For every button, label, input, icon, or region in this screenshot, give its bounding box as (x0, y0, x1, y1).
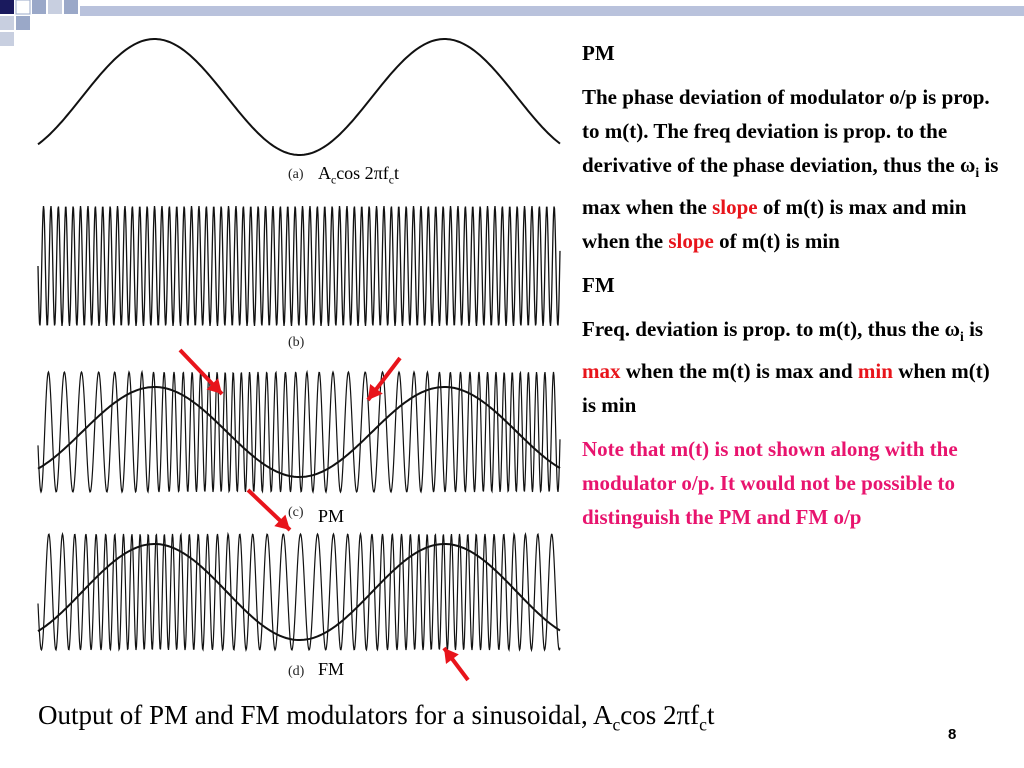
caption-sub-2: c (699, 714, 707, 735)
caption-text: Output of PM and FM modulators for a sin… (38, 700, 613, 730)
pm-text-4: of m(t) is min (713, 229, 840, 254)
corner-decoration-graphic (0, 0, 1024, 46)
caption-pi: π (676, 700, 691, 730)
omega-subscript: i (975, 165, 980, 181)
caption-f: f (690, 700, 700, 730)
pm-message-trace (37, 386, 561, 478)
pm-text-1: The phase deviation of modulator o/p is … (582, 85, 990, 177)
expr-mid: cos 2 (336, 163, 374, 183)
arrow-2-head (368, 384, 383, 400)
fm-text-1: Freq. deviation is prop. to m(t), thus t… (582, 317, 945, 342)
arrow-1-head (206, 378, 222, 394)
expr-a: A (318, 163, 331, 183)
panel-a-tag: (a) (288, 167, 304, 182)
pm-heading: PM (582, 41, 615, 65)
pm-text-2: is max when the (582, 153, 999, 220)
max-highlight: max (582, 359, 621, 384)
min-highlight: min (857, 359, 893, 384)
panel-c-pm-wave (37, 369, 561, 494)
note-paragraph: Note that m(t) is not shown along with t… (582, 437, 958, 530)
fm-text-2: is (963, 317, 984, 342)
panel-d-label: FM (318, 659, 345, 679)
pm-modulated-trace (37, 369, 561, 494)
caption-mid: cos 2 (620, 700, 677, 730)
annotation-arrows (178, 348, 470, 682)
panel-d-tag: (d) (288, 664, 305, 679)
panel-a-expression: Accos 2πfct (318, 163, 399, 187)
expr-pi: π (373, 163, 383, 183)
carrier-sine-trace (37, 38, 561, 156)
caption-t: t (706, 700, 715, 730)
arrow-4-head (444, 648, 459, 664)
arrow-3-head (274, 514, 290, 530)
panel-c-label: PM (318, 506, 345, 526)
fm-heading: FM (582, 273, 615, 298)
expr-f: f (382, 163, 389, 183)
fm-text-3: when the m(t) is max and (620, 359, 858, 384)
corner-decoration (0, 0, 1024, 60)
fm-paragraph: Freq. deviation is prop. to m(t), thus t… (582, 312, 1002, 422)
page-number: 8 (948, 726, 957, 743)
expr-t: t (393, 163, 399, 183)
waveform-figure (37, 38, 561, 682)
slide-caption: Output of PM and FM modulators for a sin… (38, 700, 714, 735)
carrier-trace (37, 206, 561, 326)
slope-highlight-1: slope (712, 195, 758, 220)
fm-modulated-trace (37, 531, 561, 653)
fm-message-trace (37, 543, 561, 641)
panel-a-carrier-wave (37, 38, 561, 156)
pm-paragraph: The phase deviation of modulator o/p is … (582, 80, 1002, 258)
slope-highlight-2: slope (668, 229, 714, 254)
pm-text-3: of m(t) is max and min when the (582, 195, 967, 254)
panel-b-modulated-wave (37, 206, 561, 326)
panel-b-tag: (b) (288, 335, 305, 350)
fm-text-4: when m(t) is min (582, 359, 990, 418)
caption-sub-1: c (612, 714, 621, 735)
fm-omega-symbol: ω (944, 317, 961, 342)
explanation-text: PM The phase deviation of modulator o/p … (582, 36, 1002, 544)
expr-c2: c (388, 173, 394, 187)
expr-c1: c (331, 173, 337, 187)
panel-d-fm-wave (37, 531, 561, 653)
panel-c-tag: (c) (288, 505, 304, 520)
omega-symbol: ω (960, 153, 976, 177)
fm-omega-subscript: i (960, 329, 964, 345)
